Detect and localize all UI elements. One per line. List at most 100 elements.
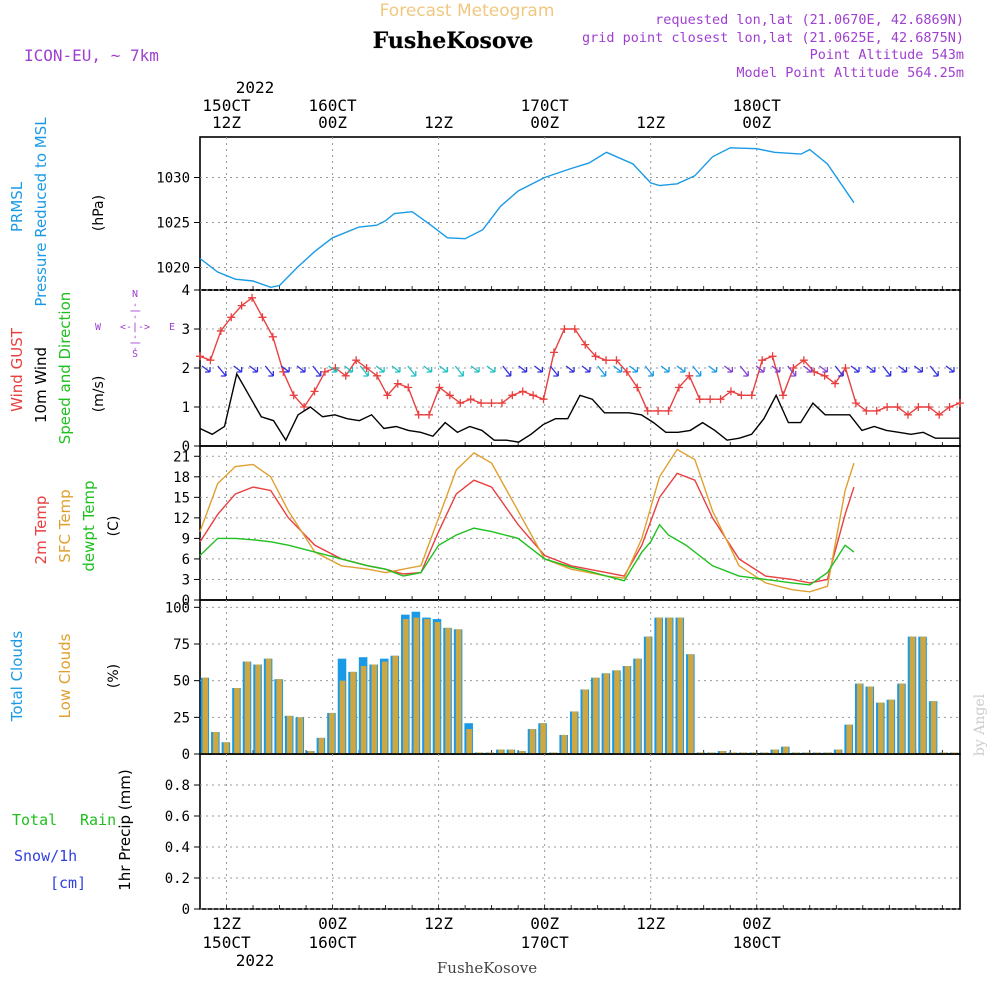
wind-direction-arrow: [423, 365, 433, 373]
series-10m-wind: [199, 371, 960, 443]
wind-direction-arrow: [486, 365, 496, 373]
gust-marker: [903, 410, 912, 419]
wind-dir-label: Speed and Direction: [56, 292, 74, 445]
gust-marker: [726, 387, 735, 396]
y-tick-label: 1020: [156, 261, 190, 277]
wind-direction-arrow: [502, 365, 512, 377]
gust-marker: [664, 406, 673, 415]
wind-direction-arrow: [850, 365, 860, 373]
gust-marker: [404, 383, 413, 392]
bar-low-clouds: [582, 689, 589, 754]
y-tick-label: 4: [182, 283, 190, 299]
series-prmsl: [199, 147, 855, 289]
wind-direction-arrow: [454, 365, 464, 377]
bar-low-clouds: [614, 670, 620, 754]
gust-marker: [477, 399, 486, 408]
y-tick-label: 100: [165, 600, 190, 616]
y-tick-label: 3: [182, 572, 190, 588]
wind-direction-arrow: [296, 365, 306, 373]
wind-direction-arrow: [201, 365, 211, 373]
top-time-label: 160CT: [308, 96, 357, 115]
temp-dewpt-label: dewpt Temp: [80, 480, 98, 571]
gust-marker: [310, 387, 319, 396]
wind-direction-arrow: [280, 365, 290, 373]
bar-low-clouds: [276, 679, 282, 754]
wind-direction-arrow: [359, 365, 369, 377]
wind-direction-arrow: [407, 365, 417, 377]
gust-marker: [622, 367, 631, 376]
gust-marker: [414, 410, 423, 419]
gust-marker: [497, 399, 506, 408]
y-tick-label: 0.6: [165, 809, 190, 825]
bar-low-clouds: [455, 629, 462, 754]
y-tick-label: 1030: [156, 171, 190, 187]
temperature-panel: 0 3 6 9 12 15 18 21: [173, 445, 961, 609]
bar-low-clouds: [255, 664, 261, 754]
wind-direction-arrow: [549, 365, 559, 377]
gust-marker: [529, 391, 538, 400]
gust-marker: [372, 371, 381, 380]
bar-low-clouds: [666, 617, 673, 754]
wind-direction-arrow: [676, 365, 686, 373]
gust-marker: [341, 371, 350, 380]
wind-direction-arrow: [518, 365, 528, 373]
wind-direction-arrow: [264, 365, 274, 377]
wind-direction-arrow: [217, 365, 227, 377]
top-time-label: 12Z: [636, 113, 665, 132]
gust-marker: [758, 356, 767, 365]
compass-west: W: [95, 322, 102, 333]
y-tick-label: 0.8: [165, 778, 190, 794]
bar-low-clouds: [835, 749, 842, 754]
pressure-label-msl: Pressure Reduced to MSL: [32, 117, 50, 307]
bar-low-clouds: [381, 661, 388, 754]
gust-marker: [320, 367, 329, 376]
gust-marker: [258, 313, 267, 322]
bar-low-clouds: [434, 622, 441, 754]
top-time-label: 12Z: [424, 113, 453, 132]
gust-marker: [508, 391, 517, 400]
bar-low-clouds: [498, 749, 504, 754]
bottom-time-label: 12Z: [636, 914, 665, 933]
wind-direction-arrow: [644, 365, 654, 377]
wind-direction-arrow: [723, 365, 734, 373]
wind-direction-arrow: [249, 365, 259, 373]
gust-marker: [779, 391, 788, 400]
precip-unit-label: 1hr Precip (mm): [116, 769, 134, 890]
bar-low-clouds: [318, 737, 325, 754]
gust-marker: [352, 356, 361, 365]
wind-direction-arrow: [739, 365, 749, 377]
bar-low-clouds: [920, 636, 926, 754]
wind-direction-arrow: [929, 365, 939, 377]
compass-arrow: <-|->: [120, 322, 150, 333]
y-tick-label: 3: [182, 322, 190, 338]
wind-direction-arrow: [803, 365, 813, 373]
wind-direction-arrow: [660, 365, 670, 373]
bottom-time-label: 170CT: [521, 933, 570, 952]
wind-direction-arrow: [787, 365, 797, 377]
bar-low-clouds: [234, 688, 240, 754]
gust-marker: [831, 379, 840, 388]
model-altitude: Model Point Altitude 564.25m: [736, 65, 964, 81]
gust-marker: [383, 391, 392, 400]
bar-low-clouds: [308, 751, 314, 754]
gust-marker: [747, 391, 756, 400]
bar-low-clouds: [329, 712, 335, 754]
bottom-location-label: FusheKosove: [437, 959, 537, 977]
gust-marker: [924, 403, 933, 411]
bar-low-clouds: [466, 729, 472, 754]
gust-marker: [820, 371, 829, 380]
gust-marker: [300, 403, 309, 411]
wind-direction-arrow: [439, 365, 449, 373]
bottom-time-label: 00Z: [318, 914, 347, 933]
gust-marker: [914, 403, 923, 411]
wind-direction-arrow: [581, 365, 591, 373]
top-time-label: 00Z: [530, 113, 559, 132]
point-altitude: Point Altitude 543m: [810, 47, 964, 63]
bar-low-clouds: [593, 677, 599, 754]
bar-low-clouds: [930, 701, 937, 754]
pressure-unit-label: (hPa): [91, 195, 107, 231]
bar-low-clouds: [772, 749, 779, 754]
wind-direction-arrow: [613, 365, 623, 373]
wind-direction-arrow: [597, 365, 607, 377]
